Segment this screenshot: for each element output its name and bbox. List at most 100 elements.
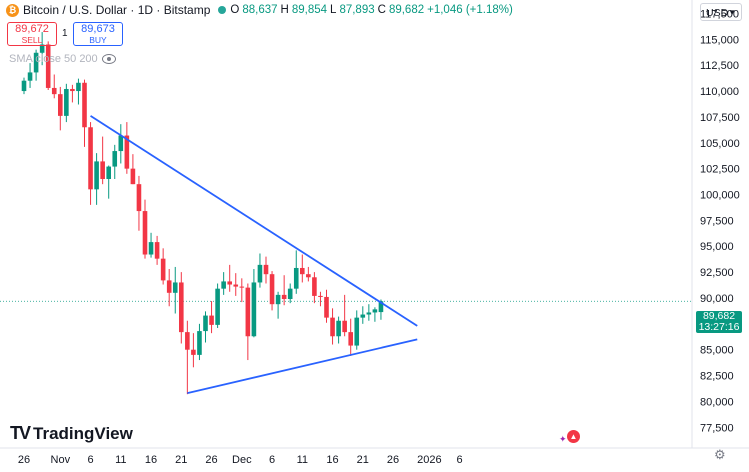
buy-label: BUY (89, 35, 107, 45)
candle-body (348, 332, 353, 346)
candle-body (318, 295, 323, 297)
candle-body (336, 320, 341, 337)
candle-body (82, 82, 87, 128)
candle-body (136, 184, 142, 212)
x-tick-label: 26 (387, 454, 399, 466)
y-tick-label: 107,500 (700, 112, 740, 124)
y-tick-label: 80,000 (700, 396, 734, 408)
tradingview-mark-icon: TV (10, 423, 31, 443)
candle-body (33, 52, 39, 73)
candle-body (39, 44, 45, 53)
candle-body (160, 258, 166, 281)
candle-body (312, 277, 317, 296)
y-tick-label: 110,000 (700, 86, 739, 98)
candle-body (197, 331, 202, 355)
candle-body (64, 88, 69, 116)
y-tick-label: 115,000 (700, 34, 739, 46)
candle-body (269, 274, 275, 305)
tradingview-logo[interactable]: TV TradingView (10, 423, 133, 444)
candle-body (324, 296, 329, 318)
candle-body (148, 242, 154, 255)
y-tick-label: 112,500 (700, 60, 739, 72)
candle-body (330, 317, 335, 337)
sell-label: SELL (21, 35, 43, 45)
candle-body (366, 312, 372, 315)
visibility-eye-icon[interactable] (101, 54, 116, 64)
change-value: +1,046 (+1.18%) (427, 4, 513, 16)
close-label: C (377, 4, 386, 16)
x-tick-label: 11 (115, 454, 126, 466)
currency-label: USD (706, 7, 729, 19)
candle-body (257, 264, 263, 283)
currency-selector[interactable]: USD ▼ (700, 3, 742, 21)
candle-body (215, 288, 220, 325)
candle-body (142, 211, 148, 255)
sell-button[interactable]: 89,672 SELL (7, 22, 57, 46)
candle-body (154, 242, 160, 259)
buy-button[interactable]: 89,673 BUY (73, 22, 123, 46)
bar-countdown: 13:27:16 (698, 321, 740, 333)
candle-body (191, 349, 196, 355)
symbol-title[interactable]: Bitcoin / U.S. Dollar · 1D · Bitstamp (23, 3, 211, 17)
candle-body (275, 294, 281, 305)
candle-body (112, 151, 118, 167)
candle-body (372, 309, 378, 313)
x-tick-label: 21 (357, 454, 369, 466)
candle-body (58, 94, 63, 116)
candle-body (21, 80, 27, 92)
high-label: H (280, 4, 289, 16)
candle-body (166, 280, 172, 293)
candle-body (293, 267, 299, 289)
x-tick-label: 21 (175, 454, 187, 466)
chevron-down-icon: ▼ (728, 8, 736, 17)
candle-body (45, 44, 51, 88)
candle-body (360, 314, 366, 318)
close-value: 89,682 (388, 4, 425, 16)
x-tick-label: 6 (269, 454, 275, 466)
high-value: 89,854 (291, 4, 328, 16)
y-tick-label: 102,500 (700, 164, 740, 176)
candle-body (251, 282, 257, 337)
x-tick-label: 16 (145, 454, 157, 466)
y-tick-label: 100,000 (700, 190, 740, 202)
current-price-tag: 89,682 13:27:16 (696, 311, 742, 333)
y-tick-label: 85,000 (700, 345, 734, 357)
candle-body (70, 88, 75, 92)
x-tick-label: 6 (457, 454, 463, 466)
bitcoin-icon: ₿ (6, 3, 19, 17)
candle-body (172, 282, 178, 293)
calendar-events-icon[interactable]: ✦ ▲ (559, 430, 581, 444)
y-tick-label: 95,000 (700, 241, 734, 253)
candle-body (106, 166, 111, 179)
trendline (90, 115, 418, 327)
candle-body (88, 127, 93, 190)
candle-body (100, 161, 105, 179)
candle-body (300, 267, 305, 275)
candle-body (354, 317, 360, 346)
y-tick-label: 97,500 (700, 215, 734, 227)
candle-body (27, 72, 33, 81)
y-tick-label: 92,500 (700, 267, 734, 279)
symbol-header: ₿ Bitcoin / U.S. Dollar · 1D · Bitstamp … (6, 3, 513, 17)
y-tick-label: 105,000 (700, 138, 740, 150)
event-marker-icon: ✦ (559, 434, 567, 444)
open-value: 88,637 (242, 4, 278, 16)
market-open-indicator (218, 6, 227, 14)
sell-price: 89,672 (15, 23, 49, 35)
open-label: O (230, 4, 240, 16)
candle-body (124, 135, 130, 169)
x-tick-label: Dec (232, 454, 252, 466)
sma-indicator-legend[interactable]: SMA close 50 200 (9, 53, 116, 65)
candle-body (263, 264, 269, 275)
current-price-value: 89,682 (702, 310, 736, 322)
x-tick-label: 26 (18, 454, 30, 466)
candle-body (221, 281, 226, 289)
ohlc-values: O 88,637 H 89,854 L 87,893 C 89,682 +1,046 (… (230, 4, 512, 16)
candle-body (281, 294, 287, 300)
candle-body (203, 315, 208, 332)
gear-icon[interactable]: ⚙ (714, 447, 726, 462)
candle-body (76, 82, 81, 92)
x-tick-label: 11 (297, 454, 308, 466)
y-tick-label: 90,000 (700, 293, 734, 305)
